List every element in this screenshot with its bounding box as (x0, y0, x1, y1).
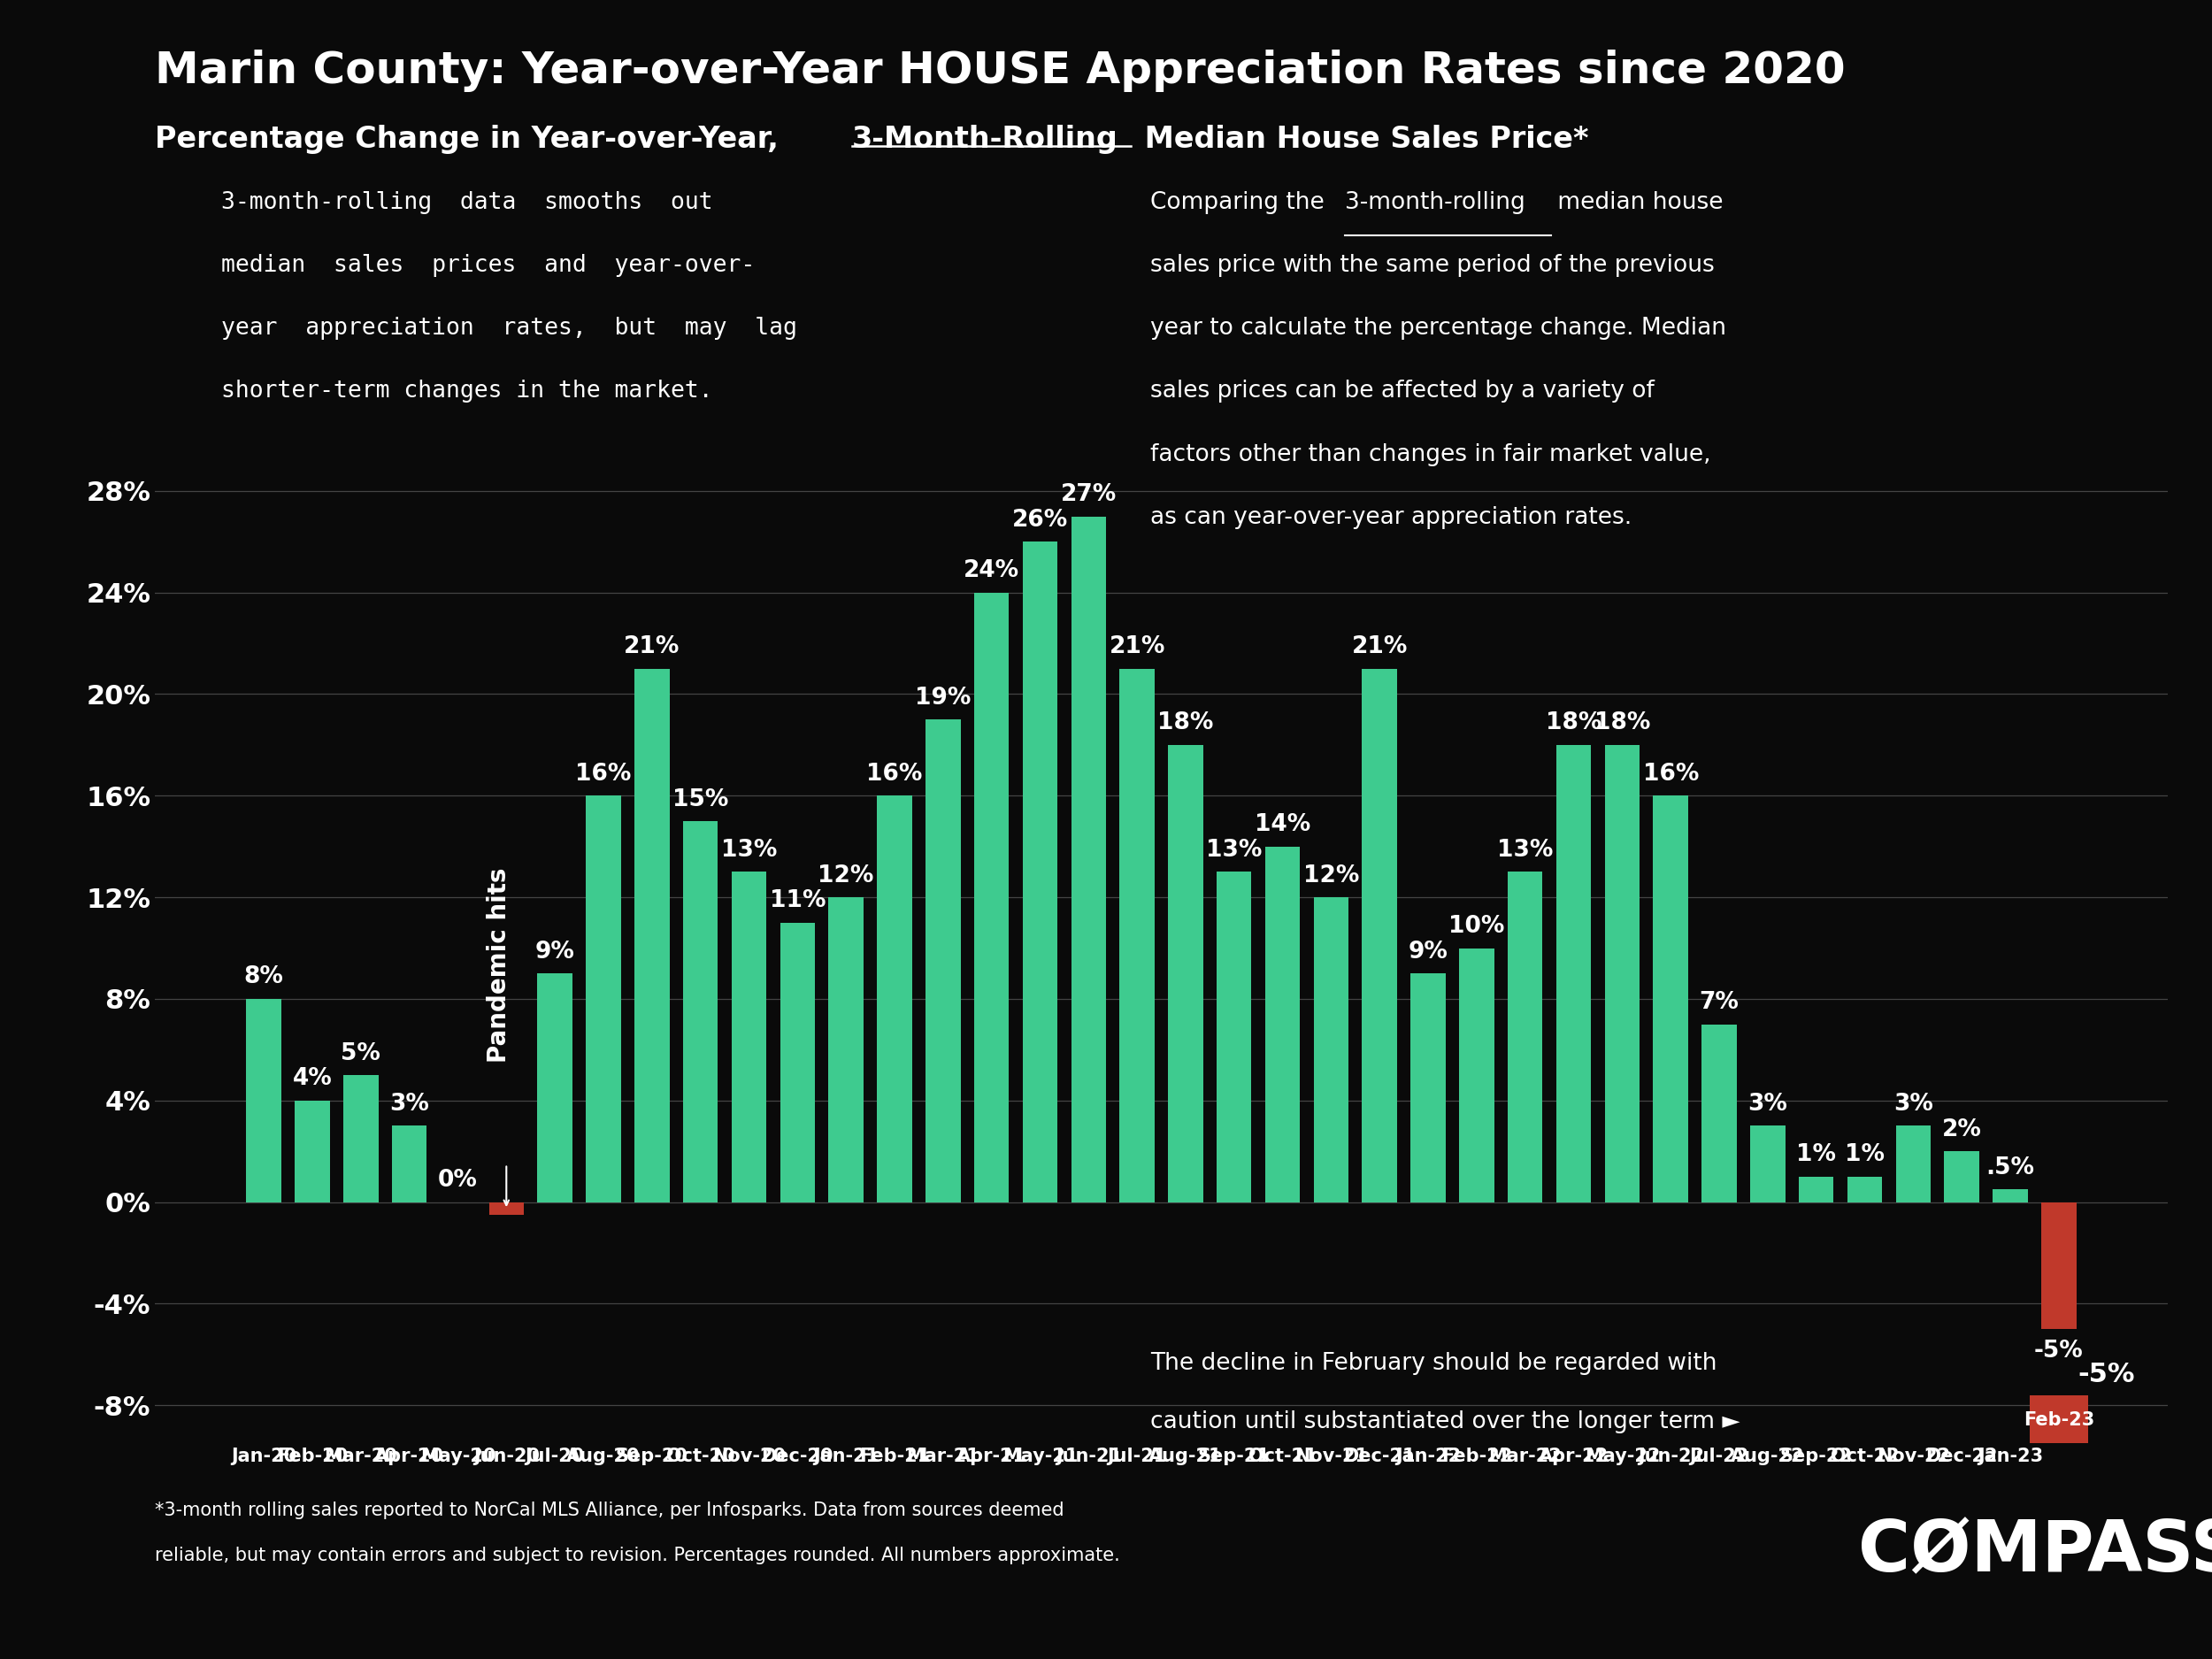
Text: 15%: 15% (672, 788, 728, 811)
Text: 13%: 13% (1498, 839, 1553, 861)
Bar (586, 796, 622, 1203)
Bar (1119, 669, 1155, 1203)
Text: 3-Month-Rolling: 3-Month-Rolling (852, 124, 1117, 154)
Text: year  appreciation  rates,  but  may  lag: year appreciation rates, but may lag (221, 317, 796, 340)
Text: 1%: 1% (1796, 1143, 1836, 1166)
Text: 13%: 13% (721, 839, 776, 861)
Text: 16%: 16% (575, 763, 630, 786)
Text: 8%: 8% (243, 966, 283, 989)
Text: 24%: 24% (964, 559, 1020, 582)
Bar (538, 974, 573, 1203)
Bar (876, 796, 911, 1203)
Text: 26%: 26% (1013, 509, 1068, 531)
Text: *3-month rolling sales reported to NorCal MLS Alliance, per Infosparks. Data fro: *3-month rolling sales reported to NorCa… (155, 1501, 1064, 1520)
Text: 3%: 3% (1893, 1093, 1933, 1117)
Bar (1168, 745, 1203, 1203)
Bar (1265, 846, 1301, 1203)
Text: 16%: 16% (1644, 763, 1699, 786)
Bar (973, 592, 1009, 1203)
Bar (1944, 1151, 1980, 1203)
Text: caution until substantiated over the longer term ►: caution until substantiated over the lon… (1150, 1410, 1741, 1433)
Text: 11%: 11% (770, 889, 825, 912)
Text: median  sales  prices  and  year-over-: median sales prices and year-over- (221, 254, 754, 277)
Text: 13%: 13% (1206, 839, 1263, 861)
Text: 12%: 12% (818, 864, 874, 888)
Text: Comparing the: Comparing the (1150, 191, 1332, 214)
Bar (1847, 1176, 1882, 1203)
Bar (732, 873, 765, 1203)
Bar (1509, 873, 1542, 1203)
Bar (1604, 745, 1639, 1203)
Bar (489, 1203, 524, 1214)
Bar (1217, 873, 1252, 1203)
Text: 4%: 4% (292, 1067, 332, 1090)
Bar (684, 821, 719, 1203)
Text: 18%: 18% (1157, 712, 1214, 735)
Text: 12%: 12% (1303, 864, 1358, 888)
Bar (635, 669, 670, 1203)
Text: Pandemic hits: Pandemic hits (487, 868, 511, 1062)
Text: 0%: 0% (438, 1170, 478, 1191)
Text: 3%: 3% (389, 1093, 429, 1117)
Bar (1896, 1126, 1931, 1203)
Text: Marin County: Year-over-Year HOUSE Appreciation Rates since 2020: Marin County: Year-over-Year HOUSE Appre… (155, 50, 1845, 93)
Bar (1652, 796, 1688, 1203)
Text: The decline in February should be regarded with: The decline in February should be regard… (1150, 1352, 1717, 1375)
Text: 3-month-rolling  data  smooths  out: 3-month-rolling data smooths out (221, 191, 712, 214)
Text: year to calculate the percentage change. Median: year to calculate the percentage change.… (1150, 317, 1725, 340)
Text: 19%: 19% (916, 687, 971, 710)
Text: -5%: -5% (2035, 1339, 2084, 1362)
Bar (1460, 947, 1493, 1203)
Text: 27%: 27% (1060, 483, 1117, 506)
Text: CØMPASS: CØMPASS (1858, 1518, 2212, 1588)
Text: 16%: 16% (867, 763, 922, 786)
Text: 21%: 21% (624, 635, 679, 659)
Text: .5%: .5% (1986, 1156, 2035, 1180)
Bar (343, 1075, 378, 1203)
Text: Percentage Change in Year-over-Year,: Percentage Change in Year-over-Year, (155, 124, 790, 154)
Text: 21%: 21% (1352, 635, 1407, 659)
Bar (1557, 745, 1590, 1203)
Bar (246, 999, 281, 1203)
Text: 14%: 14% (1254, 813, 1310, 836)
Text: sales price with the same period of the previous: sales price with the same period of the … (1150, 254, 1714, 277)
Bar (1750, 1126, 1785, 1203)
Text: -5%: -5% (2077, 1362, 2135, 1387)
Text: 5%: 5% (341, 1042, 380, 1065)
Text: median house: median house (1551, 191, 1723, 214)
Text: 18%: 18% (1546, 712, 1601, 735)
Text: 2%: 2% (1942, 1118, 1982, 1141)
Text: reliable, but may contain errors and subject to revision. Percentages rounded. A: reliable, but may contain errors and sub… (155, 1546, 1119, 1564)
Text: 9%: 9% (1409, 941, 1449, 964)
Text: Feb-23: Feb-23 (2024, 1412, 2095, 1430)
Bar (392, 1126, 427, 1203)
Bar (1993, 1190, 2028, 1203)
Bar (1411, 974, 1447, 1203)
Text: 10%: 10% (1449, 914, 1504, 937)
Bar (1798, 1176, 1834, 1203)
Bar (1363, 669, 1398, 1203)
Bar (294, 1100, 330, 1203)
FancyBboxPatch shape (2031, 1395, 2088, 1443)
Bar (2042, 1203, 2077, 1329)
Text: shorter-term changes in the market.: shorter-term changes in the market. (221, 380, 712, 403)
Text: 18%: 18% (1595, 712, 1650, 735)
Bar (1071, 516, 1106, 1203)
Text: 3%: 3% (1747, 1093, 1787, 1117)
Bar (830, 898, 863, 1203)
Text: Median House Sales Price*: Median House Sales Price* (1135, 124, 1588, 154)
Bar (1314, 898, 1349, 1203)
Bar (925, 720, 960, 1203)
Text: 21%: 21% (1108, 635, 1166, 659)
Text: as can year-over-year appreciation rates.: as can year-over-year appreciation rates… (1150, 506, 1632, 529)
Text: sales prices can be affected by a variety of: sales prices can be affected by a variet… (1150, 380, 1655, 403)
Bar (781, 922, 814, 1203)
Text: 3-month-rolling: 3-month-rolling (1345, 191, 1526, 214)
Text: factors other than changes in fair market value,: factors other than changes in fair marke… (1150, 443, 1710, 466)
Bar (1022, 542, 1057, 1203)
Text: 1%: 1% (1845, 1143, 1885, 1166)
Text: 9%: 9% (535, 941, 575, 964)
Bar (1701, 1024, 1736, 1203)
Text: 7%: 7% (1699, 990, 1739, 1014)
